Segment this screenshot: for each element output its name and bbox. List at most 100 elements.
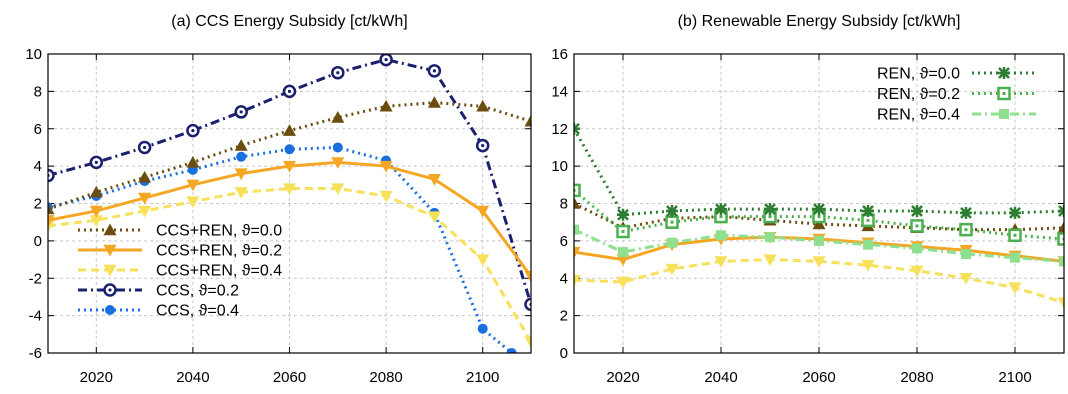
data-point-b-1-center: [1062, 237, 1064, 241]
data-point-a-0: [283, 124, 296, 136]
data-point-a-1: [48, 215, 55, 227]
plot-area-a: [48, 54, 531, 353]
data-point-b-2: [814, 235, 824, 246]
legend-label-a-2: CCS+REN, ϑ=0.4: [156, 263, 282, 280]
series-line-a-2: [48, 187, 531, 343]
plot-area-b: [574, 122, 1064, 310]
y-tick-label-a: -6: [29, 345, 42, 362]
data-point-a-1: [427, 174, 441, 186]
y-tick-label-a: 10: [25, 46, 42, 63]
y-tick-label-a: -4: [29, 308, 42, 325]
data-point-b-0: [1009, 206, 1021, 219]
data-point-b-5: [616, 276, 630, 289]
data-point-b-4: [574, 246, 581, 259]
x-tick-label-a: 2060: [273, 369, 306, 386]
legend-marker-b-2: [999, 109, 1009, 119]
data-point-a-4: [506, 348, 517, 353]
data-point-a-0: [476, 99, 490, 112]
legend-label-b-2: REN, ϑ=0.4: [877, 107, 960, 124]
data-point-b-0: [813, 203, 825, 216]
data-point-a-1: [234, 168, 248, 181]
legend-label-a-3: CCS, ϑ=0.2: [156, 283, 239, 300]
series-a-3: [48, 54, 531, 312]
data-point-b-1-center: [817, 215, 821, 219]
data-point-b-2: [765, 232, 775, 243]
series-line-a-3: [48, 58, 531, 305]
data-point-a-3-center: [384, 58, 388, 62]
data-point-b-0: [862, 204, 874, 217]
data-point-a-1: [476, 205, 490, 218]
data-point-a-1: [89, 205, 103, 218]
legend-label-b-1: REN, ϑ=0.2: [877, 86, 960, 103]
data-point-a-3-center: [432, 69, 436, 73]
data-point-b-1-center: [574, 188, 576, 192]
y-tick-label-b: 14: [551, 83, 568, 100]
data-point-a-1: [524, 271, 531, 283]
legend-label-b-0: REN, ϑ=0.0: [877, 66, 960, 83]
plot-frame-b: [573, 53, 1065, 354]
y-tick-label-b: 10: [551, 158, 568, 175]
legend-a: CCS+REN, ϑ=0.0 CCS+REN, ϑ=0.2 CCS+REN, ϑ=0…: [78, 223, 282, 320]
series-line-b-3: [574, 202, 1064, 232]
data-point-b-2: [716, 230, 726, 241]
data-point-a-2: [283, 183, 296, 196]
legend-label-a-0: CCS+REN, ϑ=0.0: [156, 223, 282, 240]
data-point-b-0: [715, 203, 727, 216]
data-point-b-3: [812, 217, 826, 230]
y-tick-label-b: 12: [551, 121, 568, 138]
data-point-a-4: [332, 142, 343, 153]
data-point-b-3: [1057, 221, 1064, 233]
data-point-a-0: [89, 185, 103, 198]
data-point-b-1-center: [915, 224, 919, 228]
data-point-b-0: [1058, 204, 1064, 217]
data-point-a-2: [524, 336, 531, 349]
series-a-0: [48, 96, 531, 215]
data-point-a-3: [48, 168, 55, 183]
data-point-b-3: [574, 197, 581, 209]
chart-title-a: (a) CCS Energy Subsidy [ct/kWh]: [171, 13, 408, 30]
data-point-b-0: [617, 208, 629, 221]
data-point-b-1-center: [866, 218, 870, 222]
data-point-a-1: [283, 160, 296, 173]
y-tick-label-b: 0: [560, 345, 568, 362]
y-tick-label-b: 4: [560, 270, 568, 287]
series-line-b-0: [574, 128, 1064, 217]
x-tick-label-b: 2080: [900, 369, 933, 386]
data-point-b-5: [812, 256, 826, 268]
series-b-5: [574, 254, 1064, 310]
data-point-b-2: [961, 248, 971, 259]
y-tick-label-a: 0: [34, 233, 42, 250]
data-point-a-2: [89, 215, 103, 227]
series-b-0: [574, 122, 1064, 221]
legend-marker-a-2: [103, 264, 117, 277]
legend-marker-a-3-center: [108, 288, 112, 292]
data-point-b-5: [1057, 297, 1064, 310]
data-point-a-3-center: [287, 89, 292, 93]
data-point-a-3-center: [336, 71, 340, 75]
data-point-b-5: [665, 263, 679, 276]
data-point-b-1-center: [670, 220, 674, 224]
data-point-a-2: [476, 254, 490, 267]
x-tick-label-b: 2040: [704, 369, 737, 386]
data-point-a-2: [186, 196, 200, 209]
data-point-a-4: [284, 144, 295, 155]
data-point-a-3-center: [481, 143, 485, 148]
data-point-a-2: [379, 190, 393, 203]
data-point-b-5: [861, 259, 875, 272]
y-tick-label-b: 2: [560, 308, 568, 325]
x-tick-label-a: 2020: [80, 369, 113, 386]
data-point-a-2: [138, 205, 152, 218]
legend-marker-a-1: [103, 244, 117, 257]
data-point-a-0: [524, 114, 531, 127]
plot-frame-a: [47, 53, 532, 354]
data-point-b-0: [960, 206, 972, 219]
data-point-b-1-center: [719, 215, 723, 219]
data-point-b-5: [574, 274, 581, 287]
data-point-b-1: [574, 183, 581, 198]
series-line-b-1: [574, 189, 1064, 241]
data-point-b-5: [959, 273, 973, 285]
y-tick-label-a: 2: [34, 196, 42, 213]
y-tick-label-b: 16: [551, 46, 568, 63]
data-point-a-1: [138, 192, 152, 205]
